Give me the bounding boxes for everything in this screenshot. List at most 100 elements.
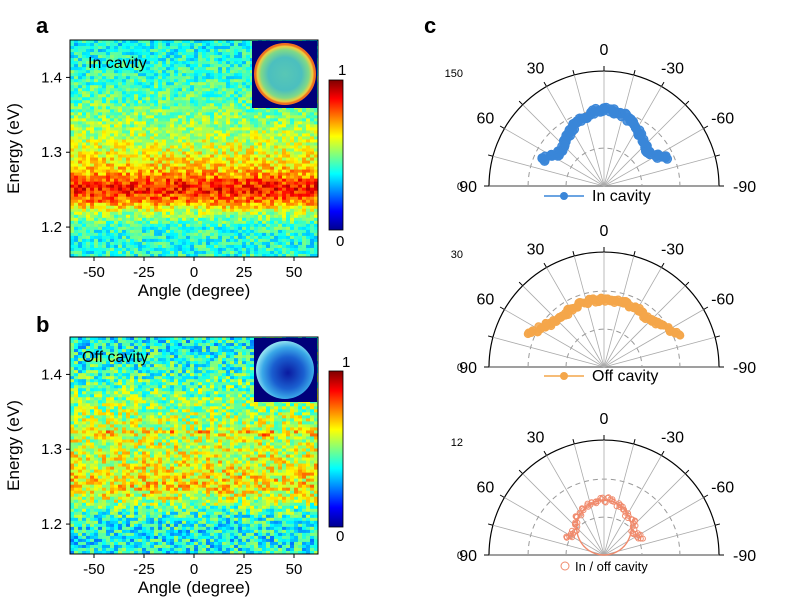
heatmap-cell: [82, 139, 87, 144]
heatmap-cell: [306, 124, 311, 128]
heatmap-cell: [162, 40, 167, 44]
heatmap-cell: [206, 199, 211, 204]
heatmap-cell: [98, 157, 103, 162]
heatmap-cell: [234, 229, 239, 234]
heatmap-cell: [274, 130, 279, 135]
heatmap-cell: [254, 136, 259, 141]
heatmap-cell: [138, 226, 143, 231]
heatmap-cell: [122, 136, 127, 141]
heatmap-cell: [106, 46, 111, 50]
heatmap-cell: [314, 196, 318, 201]
heatmap-cell: [302, 109, 307, 113]
heatmap-cell: [230, 184, 235, 189]
heatmap-cell: [282, 130, 287, 135]
heatmap-cell: [166, 160, 171, 165]
heatmap-cell: [158, 199, 163, 204]
heatmap-cell: [86, 169, 91, 174]
heatmap-cell: [146, 151, 151, 156]
heatmap-cell: [194, 43, 199, 47]
heatmap-cell: [206, 184, 211, 189]
heatmap-cell: [166, 94, 171, 98]
heatmap-cell: [134, 61, 139, 65]
heatmap-cell: [166, 82, 171, 86]
heatmap-cell: [182, 43, 187, 47]
heatmap-cell: [70, 229, 75, 234]
heatmap-cell: [78, 64, 83, 68]
heatmap-cell: [154, 124, 159, 128]
heatmap-cell: [122, 178, 127, 183]
heatmap-cell: [146, 64, 151, 68]
heatmap-cell: [158, 43, 163, 47]
heatmap-cell: [114, 142, 119, 147]
heatmap-cell: [126, 88, 131, 92]
heatmap-cell: [118, 70, 123, 74]
heatmap-cell: [82, 73, 87, 77]
heatmap-cell: [170, 58, 175, 62]
heatmap-cell: [298, 193, 303, 198]
heatmap-cell: [214, 85, 219, 89]
heatmap-cell: [190, 70, 195, 74]
heatmap-cell: [302, 169, 307, 174]
heatmap-cell: [290, 166, 295, 171]
heatmap-cell: [150, 82, 155, 86]
heatmap-cell: [158, 118, 163, 122]
heatmap-cell: [198, 100, 203, 104]
heatmap-cell: [270, 184, 275, 189]
heatmap-cell: [242, 214, 247, 219]
heatmap-cell: [310, 205, 315, 210]
heatmap-cell: [130, 106, 135, 110]
heatmap-cell: [138, 61, 143, 65]
heatmap-cell: [314, 244, 318, 249]
heatmap-cell: [154, 340, 159, 344]
heatmap-cell: [242, 238, 247, 243]
heatmap-cell: [150, 166, 155, 171]
heatmap-cell: [74, 88, 79, 92]
heatmap-cell: [82, 94, 87, 98]
heatmap-cell: [78, 127, 83, 132]
heatmap-cell: [82, 82, 87, 86]
heatmap-cell: [178, 169, 183, 174]
heatmap-cell: [170, 73, 175, 77]
heatmap-cell: [210, 196, 215, 201]
heatmap-cell: [90, 211, 95, 216]
heatmap-cell: [282, 169, 287, 174]
heatmap-cell: [110, 46, 115, 50]
heatmap-cell: [314, 160, 318, 165]
heatmap-cell: [234, 202, 239, 207]
heatmap-cell: [122, 169, 127, 174]
heatmap-cell: [206, 340, 211, 344]
heatmap-cell: [90, 343, 95, 347]
heatmap-cell: [250, 169, 255, 174]
heatmap-cell: [70, 361, 75, 365]
heatmap-cell: [138, 205, 143, 210]
heatmap-cell: [186, 121, 191, 125]
heatmap-cell: [238, 229, 243, 234]
heatmap-cell: [90, 181, 95, 186]
heatmap-cell: [178, 172, 183, 177]
heatmap-cell: [206, 181, 211, 186]
heatmap-cell: [166, 223, 171, 228]
heatmap-cell: [262, 145, 267, 150]
heatmap-cell: [190, 118, 195, 122]
heatmap-cell: [314, 112, 318, 116]
heatmap-cell: [134, 172, 139, 177]
heatmap-cell: [302, 115, 307, 119]
heatmap-cell: [70, 124, 75, 128]
heatmap-cell: [86, 94, 91, 98]
heatmap-cell: [238, 235, 243, 240]
heatmap-cell: [210, 61, 215, 65]
heatmap-cell: [306, 217, 311, 222]
heatmap-cell: [70, 166, 75, 171]
heatmap-cell: [78, 166, 83, 171]
heatmap-cell: [178, 70, 183, 74]
heatmap-cell: [102, 112, 107, 116]
heatmap-cell: [122, 340, 127, 344]
heatmap-cell: [106, 340, 111, 344]
heatmap-cell: [270, 217, 275, 222]
heatmap-cell: [190, 79, 195, 83]
heatmap-cell: [82, 157, 87, 162]
heatmap-cell: [166, 76, 171, 80]
heatmap-cell: [126, 229, 131, 234]
heatmap-cell: [258, 121, 263, 125]
heatmap-cell: [154, 76, 159, 80]
